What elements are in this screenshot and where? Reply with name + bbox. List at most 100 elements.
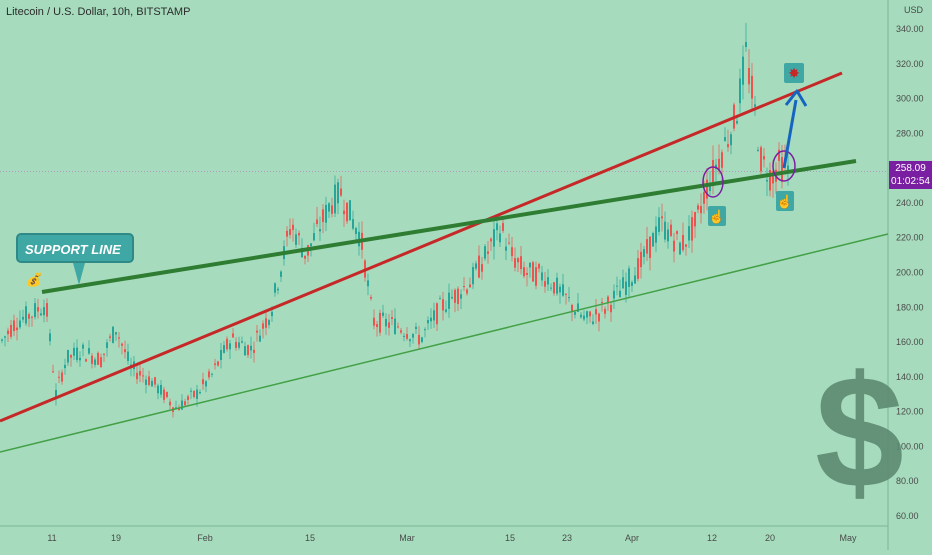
y-tick-label: 180.00	[896, 302, 924, 312]
candle-body	[487, 251, 489, 254]
candle-body	[55, 390, 57, 398]
candle-body	[526, 272, 528, 275]
y-tick-label: 220.00	[896, 233, 924, 243]
y-tick-label: 340.00	[896, 24, 924, 34]
candle-body	[481, 264, 483, 272]
candle-body	[388, 322, 390, 328]
candle-body	[574, 312, 576, 315]
candle-body	[349, 200, 351, 221]
candle-body	[727, 144, 729, 148]
candle-body	[532, 262, 534, 282]
candle-body	[346, 202, 348, 222]
candle-body	[73, 347, 75, 356]
y-tick-label: 240.00	[896, 198, 924, 208]
candle-body	[91, 355, 93, 364]
pointer-hand-icon	[776, 191, 794, 211]
candle-body	[766, 179, 768, 182]
candle-body	[472, 267, 474, 285]
y-tick-label: 100.00	[896, 441, 924, 451]
candle-body	[556, 277, 558, 294]
candle-body	[148, 376, 150, 385]
projection-arrow-head	[784, 89, 808, 107]
candle-body	[295, 234, 297, 245]
candle-body	[484, 246, 486, 259]
candle-body	[523, 267, 525, 277]
y-tick-label: 80.00	[896, 476, 919, 486]
candle-body	[49, 333, 51, 342]
candle-body	[541, 272, 543, 281]
y-tick-label: 200.00	[896, 268, 924, 278]
candle-body	[715, 164, 717, 169]
candle-body	[640, 251, 642, 268]
candle-body	[457, 288, 459, 304]
candle-body	[463, 286, 465, 288]
candle-body	[748, 67, 750, 85]
candle-body	[160, 384, 162, 395]
candle-body	[16, 327, 18, 331]
candle-body	[253, 349, 255, 353]
candle-body	[328, 203, 330, 212]
candle-body	[52, 371, 54, 373]
candle-body	[232, 333, 234, 338]
candle-body	[256, 330, 258, 333]
candle-body	[88, 348, 90, 354]
candle-body	[322, 209, 324, 223]
candle-body	[238, 342, 240, 348]
candle-body	[280, 271, 282, 277]
candle-body	[154, 377, 156, 385]
candle-body	[577, 303, 579, 312]
candle-body	[106, 342, 108, 348]
candle-body	[601, 301, 603, 304]
candle-body	[118, 337, 120, 339]
x-tick-label: 15	[505, 533, 515, 543]
candles-group	[1, 22, 789, 418]
candle-body	[508, 242, 510, 244]
candle-body	[43, 307, 45, 316]
candle-body	[217, 361, 219, 366]
candle-body	[235, 341, 237, 348]
candle-body	[121, 343, 123, 346]
candle-body	[430, 317, 432, 322]
candle-body	[370, 297, 372, 299]
candle-body	[136, 372, 138, 380]
candle-body	[589, 311, 591, 317]
candle-body	[319, 229, 321, 232]
candle-body	[442, 299, 444, 311]
y-tick-label: 280.00	[896, 128, 924, 138]
candle-body	[406, 334, 408, 339]
candle-body	[226, 338, 228, 350]
candle-body	[292, 224, 294, 230]
y-tick-label: 160.00	[896, 337, 924, 347]
x-tick-label: 11	[47, 533, 56, 543]
candle-body	[94, 359, 96, 365]
candle-body	[478, 255, 480, 278]
retest-highlight-circle	[772, 150, 796, 182]
candle-body	[184, 401, 186, 406]
candle-body	[496, 223, 498, 231]
candle-body	[10, 324, 12, 337]
x-tick-label: 15	[305, 533, 315, 543]
candle-body	[274, 283, 276, 293]
candle-body	[712, 160, 714, 183]
candle-body	[313, 233, 315, 241]
candle-body	[385, 318, 387, 327]
candle-body	[742, 56, 744, 85]
candle-body	[355, 227, 357, 235]
candle-body	[679, 242, 681, 255]
candle-body	[535, 267, 537, 286]
lower-channel-trendline	[0, 233, 889, 453]
candle-body	[97, 352, 99, 365]
y-tick-label: 140.00	[896, 372, 924, 382]
candle-body	[352, 219, 354, 229]
candle-body	[427, 320, 429, 324]
candle-body	[382, 312, 384, 316]
x-tick-label: Mar	[399, 533, 415, 543]
candle-body	[616, 285, 618, 287]
candle-body	[37, 307, 39, 312]
candle-body	[691, 217, 693, 241]
candle-body	[151, 380, 153, 387]
candle-body	[613, 290, 615, 299]
y-tick-label: 320.00	[896, 59, 924, 69]
